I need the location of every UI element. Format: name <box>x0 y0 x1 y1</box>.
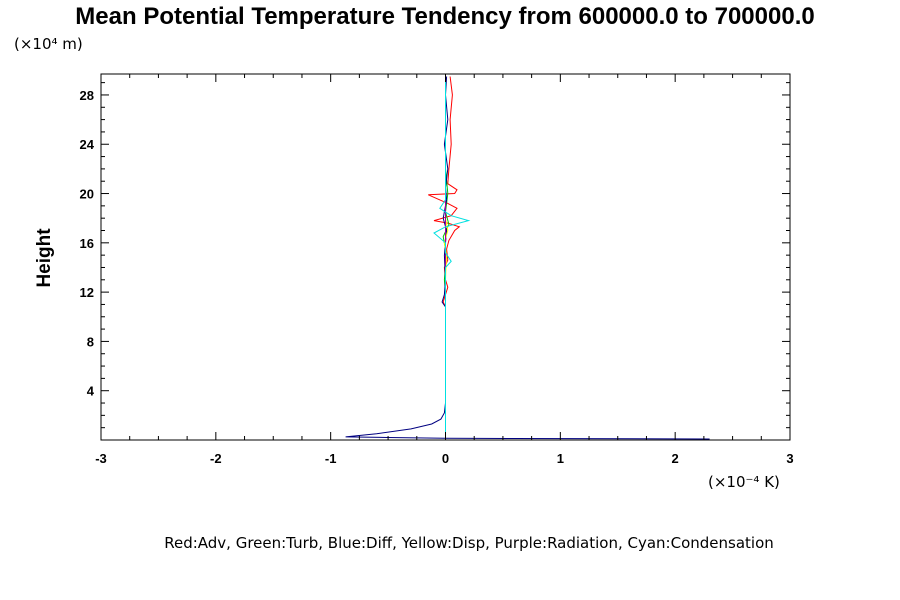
legend-text: Red:Adv, Green:Turb, Blue:Diff, Yellow:D… <box>164 534 774 552</box>
series-line-adv <box>428 76 461 440</box>
y-unit-label: (×10⁴ m) <box>14 35 83 53</box>
y-tick-label: 16 <box>80 236 94 251</box>
y-tick-label: 20 <box>80 187 94 202</box>
series-line-diff <box>345 76 710 440</box>
series-layer <box>345 76 710 440</box>
x-tick-label: 1 <box>557 451 564 466</box>
y-tick-label: 4 <box>87 384 95 399</box>
x-tick-label: 2 <box>672 451 679 466</box>
series-line-condensation <box>433 76 471 440</box>
x-tick-label: -3 <box>95 451 107 466</box>
y-tick-label: 24 <box>80 137 95 152</box>
x-tick-label: -1 <box>325 451 337 466</box>
chart-title: Mean Potential Temperature Tendency from… <box>75 3 814 30</box>
x-tick-label: 0 <box>442 451 449 466</box>
y-tick-label: 12 <box>80 285 94 300</box>
y-tick-label: 28 <box>80 88 94 103</box>
x-tick-label: 3 <box>786 451 793 466</box>
x-tick-label: -2 <box>210 451 222 466</box>
y-axis-label: Height <box>34 228 55 288</box>
x-unit-label: (×10⁻⁴ K) <box>708 473 780 491</box>
y-tick-label: 8 <box>87 334 94 349</box>
